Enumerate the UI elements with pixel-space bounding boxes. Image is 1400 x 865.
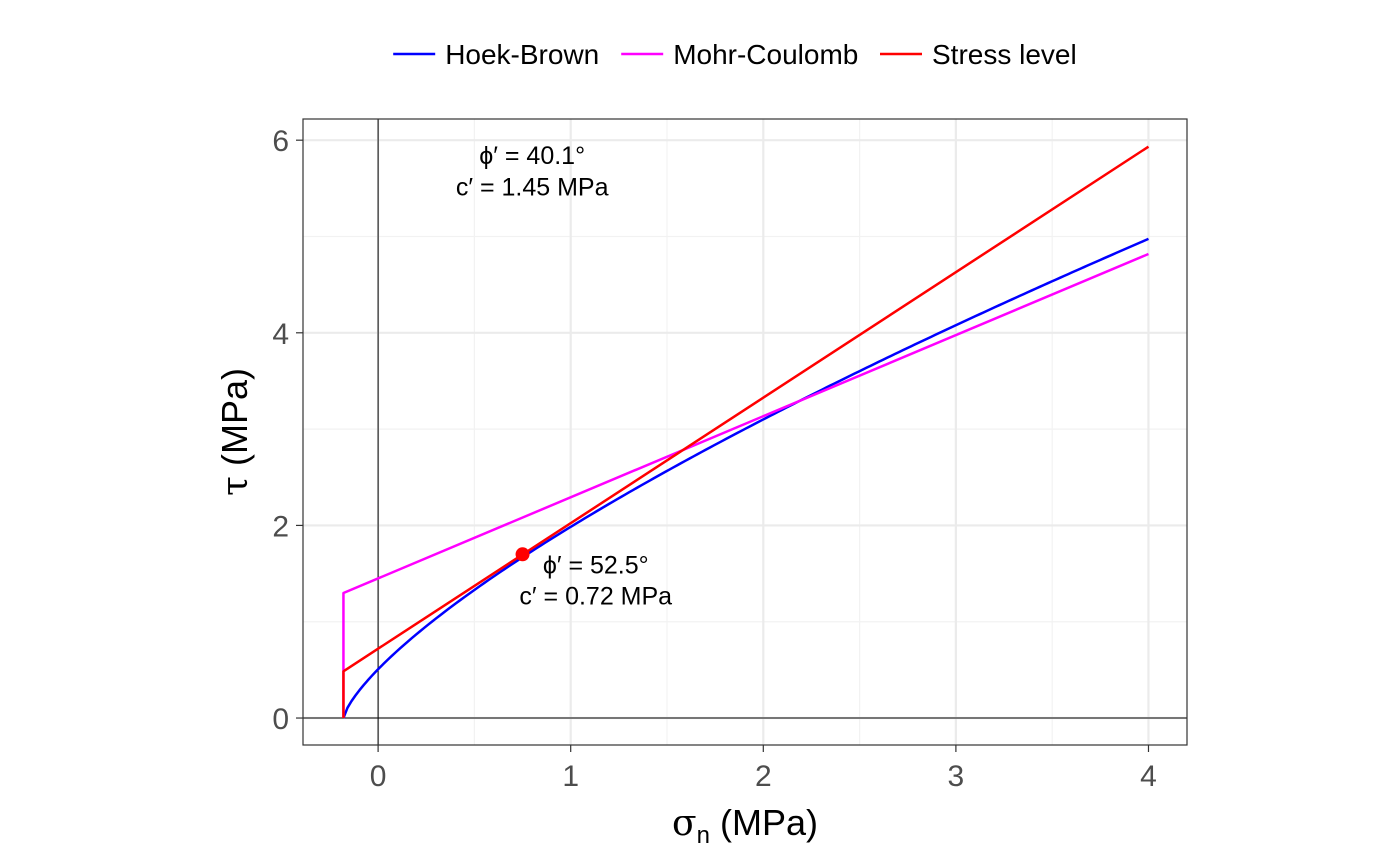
x-axis-title: σn (MPa) — [672, 802, 818, 849]
axis-ticks: 0 1 2 3 4 0 2 4 6 — [272, 125, 1157, 793]
legend: Hoek-Brown Mohr-Coulomb Stress level — [393, 39, 1077, 70]
point-marks — [515, 547, 530, 562]
y-axis-title: τ (MPa) — [214, 368, 256, 496]
series-lines — [342, 145, 1150, 719]
y-tick-label: 4 — [272, 318, 289, 351]
y-tick-label: 0 — [272, 703, 289, 736]
y-tick-label: 2 — [272, 510, 289, 543]
x-tick-label: 3 — [948, 760, 965, 793]
series-line-stress-level — [342, 145, 1150, 719]
annotation-label: ϕ′ = 52.5° c′ = 0.72 MPa — [519, 551, 672, 610]
y-tick-label: 6 — [272, 125, 289, 158]
stress-level-point — [515, 547, 530, 562]
reference-lines — [303, 119, 1187, 745]
annotations: ϕ′ = 40.1° c′ = 1.45 MPa ϕ′ = 52.5° c′ = 0.… — [456, 142, 672, 611]
x-tick-label: 2 — [755, 760, 772, 793]
x-tick-label: 4 — [1140, 760, 1157, 793]
x-tick-label: 0 — [370, 760, 387, 793]
legend-label-mohr-coulomb: Mohr-Coulomb — [673, 39, 858, 70]
legend-label-stress-level: Stress level — [932, 39, 1077, 70]
x-tick-label: 1 — [562, 760, 579, 793]
annotation-label: ϕ′ = 40.1° c′ = 1.45 MPa — [456, 142, 609, 201]
series-line-hoek-brown — [342, 237, 1149, 719]
plot-panel-border — [302, 118, 1188, 746]
legend-label-hoek-brown: Hoek-Brown — [445, 39, 599, 70]
